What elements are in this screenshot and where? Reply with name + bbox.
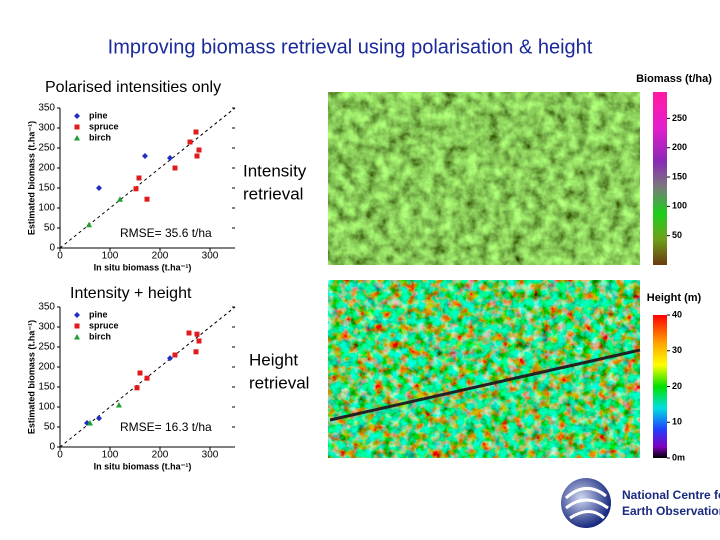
x-tick-label: 100 — [102, 251, 119, 262]
colorbar-title: Height (m) — [647, 292, 702, 304]
colorbar-tick-label: 40 — [672, 309, 682, 319]
y-tick-label: 150 — [38, 382, 55, 393]
y-tick-label: 350 — [38, 302, 55, 313]
point — [74, 334, 80, 340]
y-tick-label: 50 — [44, 223, 56, 234]
y-tick-label: 300 — [38, 123, 55, 134]
x-tick-label: 300 — [202, 450, 219, 461]
point — [134, 385, 140, 391]
point — [194, 153, 200, 159]
point — [196, 147, 202, 153]
y-tick-label: 300 — [38, 322, 55, 333]
x-axis-label: In situ biomass (t.ha⁻¹) — [94, 461, 192, 471]
y-tick-label: 200 — [38, 362, 55, 373]
point — [96, 415, 102, 422]
colorbar-tick-label: 0m — [672, 452, 685, 462]
point — [96, 185, 102, 191]
point — [87, 420, 93, 426]
biomass-map — [328, 92, 640, 265]
point — [74, 135, 80, 141]
chart-title: Intensity + height — [70, 285, 192, 302]
point — [186, 330, 192, 336]
point — [144, 196, 150, 202]
colorbar-tick-label: 20 — [672, 381, 682, 391]
biomass-colorbar — [653, 92, 667, 265]
y-tick-label: 250 — [38, 342, 55, 353]
annotation: RMSE= 16.3 t/ha — [120, 420, 212, 434]
legend-label: birch — [89, 331, 111, 341]
x-tick-label: 300 — [202, 251, 219, 262]
y-tick-label: 100 — [38, 203, 55, 214]
point — [167, 155, 173, 161]
y-tick-label: 250 — [38, 143, 55, 154]
legend-label: spruce — [89, 320, 119, 330]
point — [74, 312, 80, 318]
colorbar-tick-label: 100 — [672, 201, 687, 211]
colorbar-tick-label: 50 — [672, 230, 682, 240]
point — [196, 338, 202, 344]
y-tick-label: 50 — [44, 422, 56, 433]
map-label: retrieval — [249, 373, 309, 392]
colorbar-tick-label: 30 — [672, 345, 682, 355]
y-tick-label: 350 — [38, 103, 55, 114]
point — [133, 186, 139, 192]
x-tick-label: 100 — [102, 450, 119, 461]
point — [117, 196, 123, 202]
point — [194, 331, 200, 337]
height-map — [328, 280, 640, 458]
colorbar-title: Biomass (t/ha) — [636, 73, 712, 85]
point — [167, 355, 173, 362]
x-tick-label: 200 — [152, 450, 169, 461]
y-tick-label: 150 — [38, 183, 55, 194]
legend-label: birch — [89, 132, 111, 142]
point — [193, 129, 199, 135]
y-axis-label: Estimated biomass (t.ha⁻¹) — [26, 121, 36, 235]
point — [74, 113, 80, 119]
point — [74, 124, 80, 130]
y-axis-label: Estimated biomass (t.ha⁻¹) — [26, 320, 36, 434]
point — [86, 221, 92, 228]
point — [137, 370, 143, 376]
logo-text: National Centre for — [622, 488, 720, 502]
y-tick-label: 0 — [49, 243, 55, 254]
x-tick-label: 0 — [57, 251, 63, 262]
colorbar-tick-label: 150 — [672, 171, 687, 181]
point — [136, 175, 142, 181]
y-tick-label: 0 — [49, 442, 55, 453]
x-tick-label: 200 — [152, 251, 169, 262]
chart-title: Polarised intensities only — [45, 79, 221, 96]
point — [144, 375, 150, 381]
point — [116, 402, 122, 408]
map-road — [329, 348, 641, 422]
logo: National Centre for Earth Observation — [561, 478, 720, 528]
colorbar-tick-label: 10 — [672, 417, 682, 427]
height-colorbar — [653, 315, 667, 458]
point — [74, 323, 80, 329]
legend-label: spruce — [89, 121, 119, 131]
point — [193, 349, 199, 355]
legend-label: pine — [89, 110, 108, 120]
logo-globe — [561, 478, 611, 528]
point — [142, 153, 148, 159]
point — [187, 139, 193, 145]
map-label: Height — [249, 350, 298, 369]
y-tick-label: 200 — [38, 163, 55, 174]
annotation: RMSE= 35.6 t/ha — [120, 226, 212, 240]
map-label: Intensity — [243, 161, 307, 180]
map-label: retrieval — [243, 184, 303, 203]
slide-title: Improving biomass retrieval using polari… — [108, 36, 593, 58]
logo-swirl — [564, 487, 609, 520]
x-axis-label: In situ biomass (t.ha⁻¹) — [94, 262, 192, 272]
legend-label: pine — [89, 309, 108, 319]
x-tick-label: 0 — [57, 450, 63, 461]
y-tick-label: 100 — [38, 402, 55, 413]
colorbar-tick-label: 250 — [672, 113, 687, 123]
point — [172, 352, 178, 358]
colorbar-tick-label: 200 — [672, 142, 687, 152]
logo-text: Earth Observation — [622, 504, 720, 518]
point — [172, 165, 178, 171]
